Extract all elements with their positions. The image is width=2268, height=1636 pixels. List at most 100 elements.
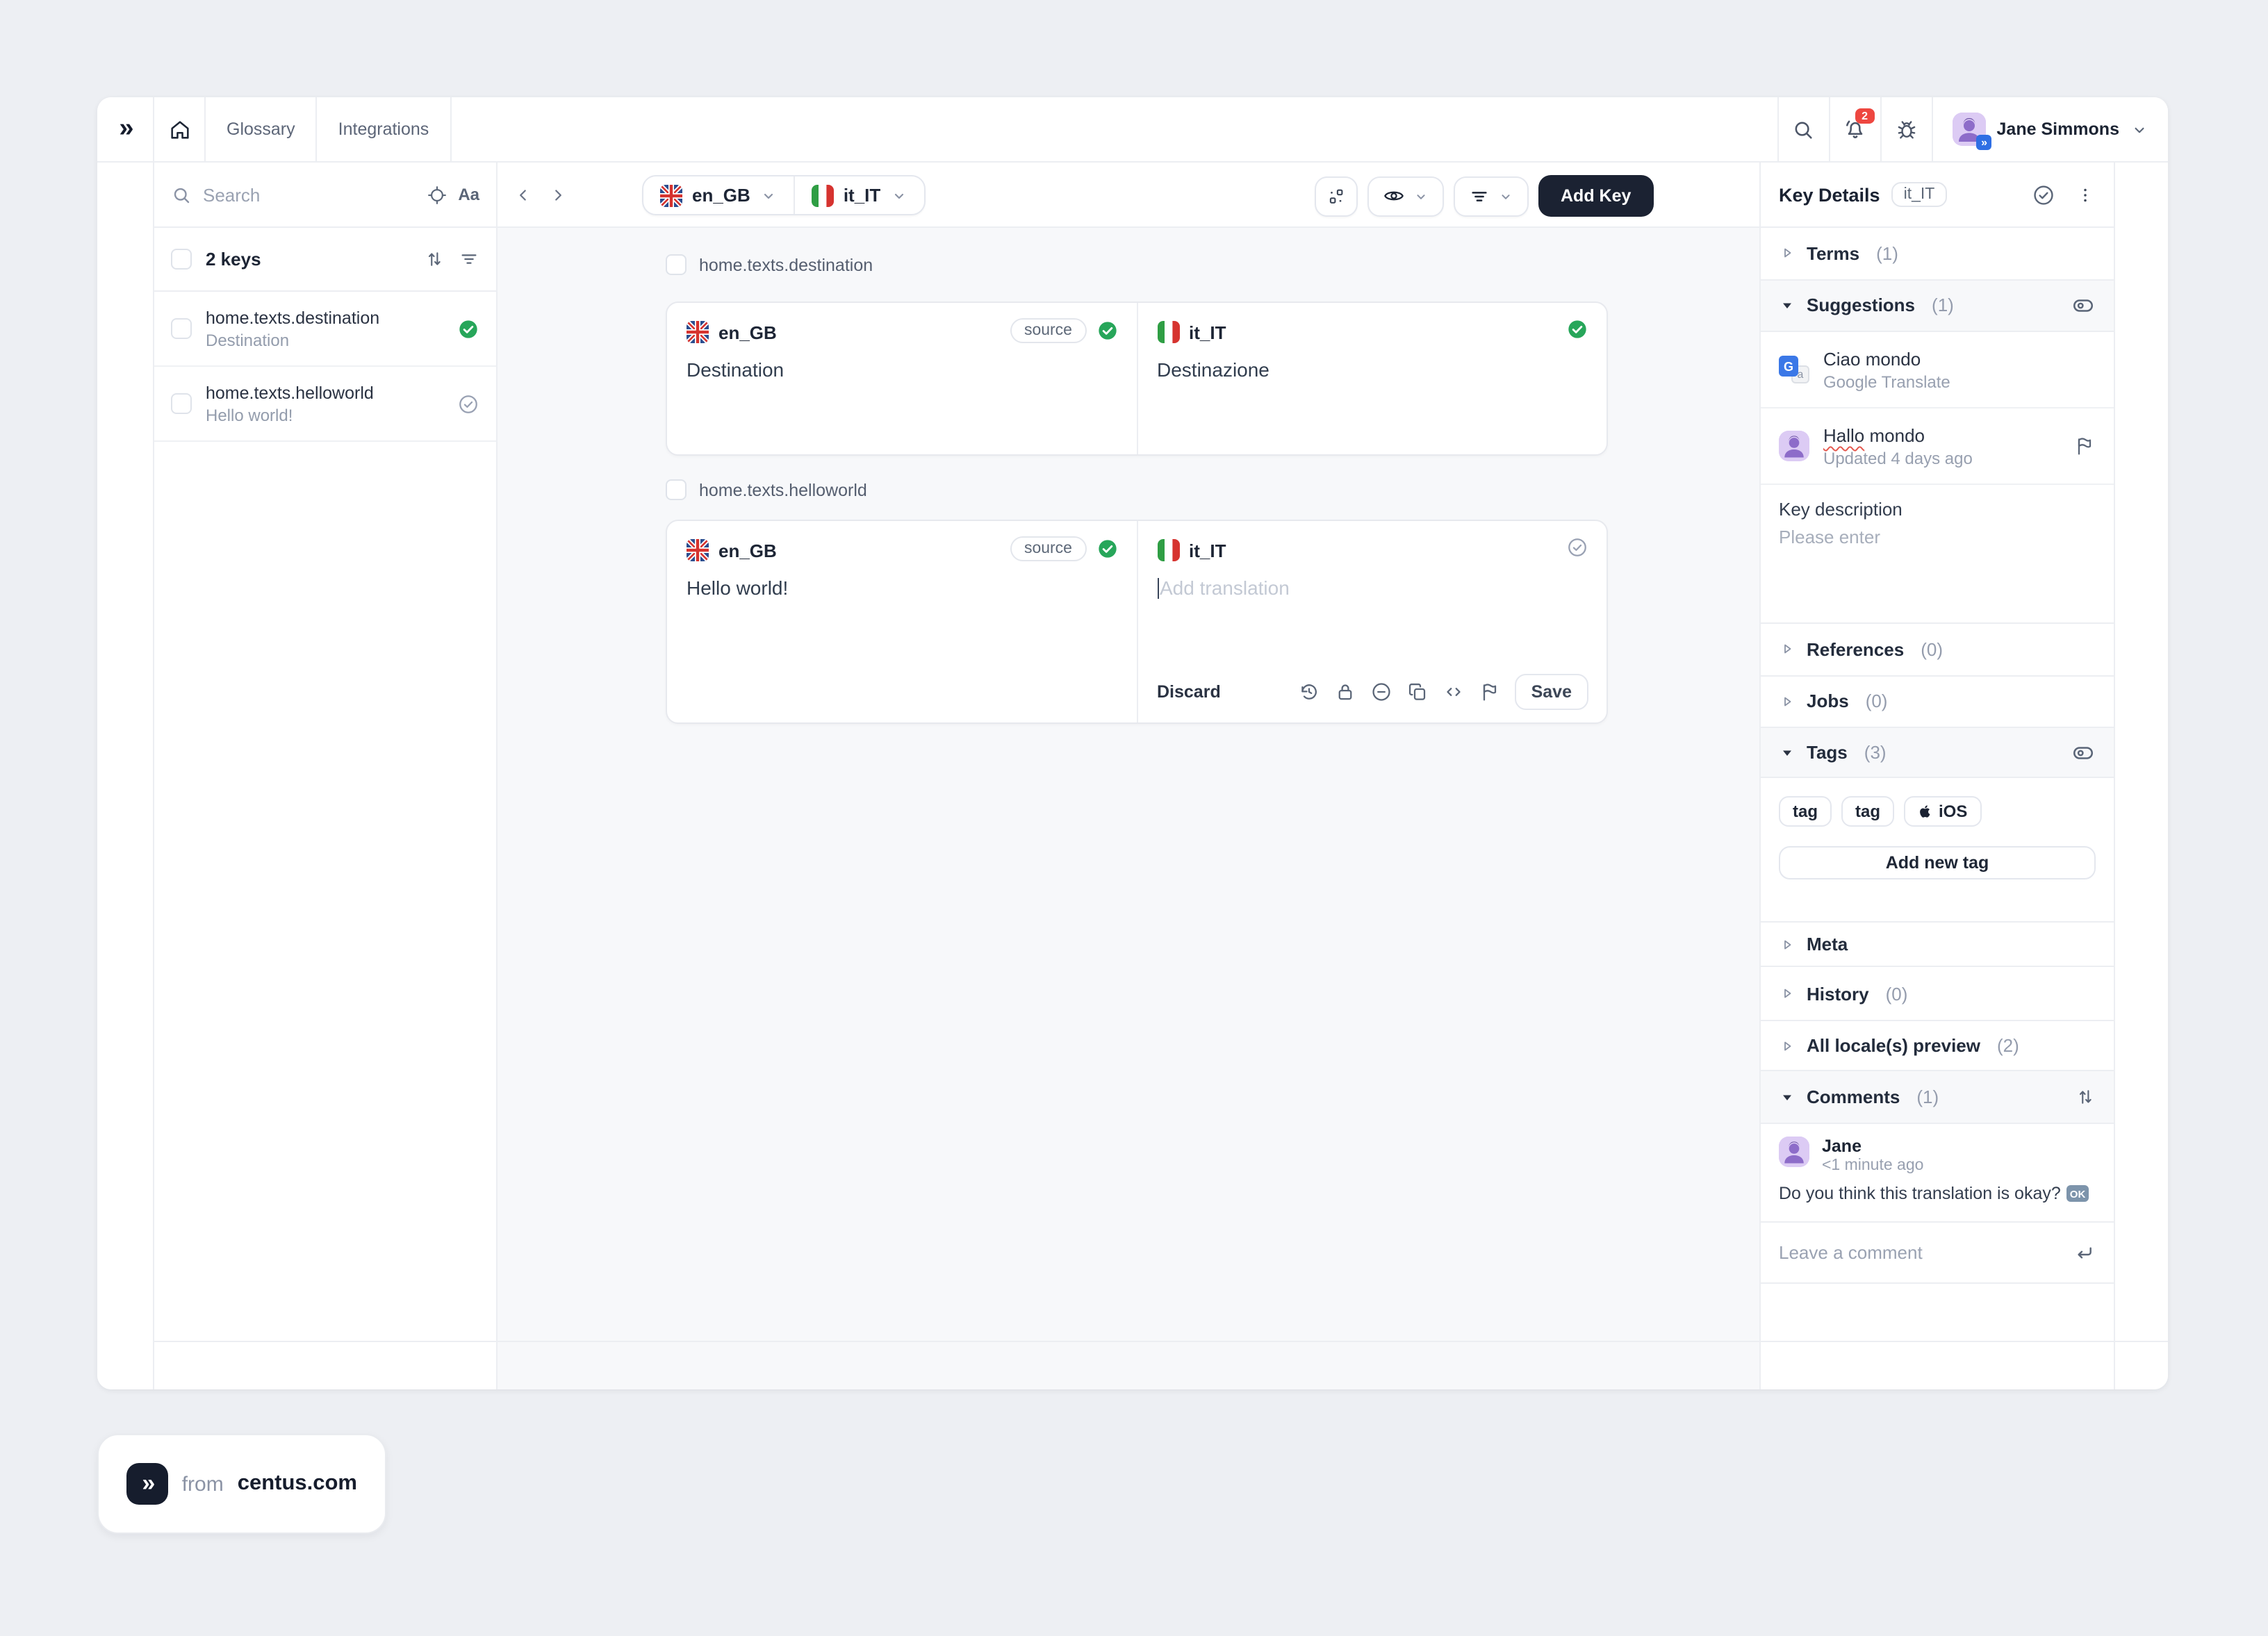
comment-text-body: Do you think this translation is okay? xyxy=(1779,1184,2061,1203)
approved-check-icon[interactable] xyxy=(1096,320,1118,342)
crosshair-icon[interactable] xyxy=(426,184,447,205)
section-label: Terms xyxy=(1807,242,1860,264)
comment-input[interactable]: Leave a comment xyxy=(1779,1242,1923,1263)
app-logo[interactable]: » xyxy=(97,97,154,161)
filter-icon[interactable] xyxy=(459,249,479,270)
unapproved-check-icon[interactable] xyxy=(1566,536,1588,559)
key-group-label: home.texts.destination xyxy=(699,255,873,274)
sort-icon[interactable] xyxy=(2075,1086,2096,1107)
section-count: (2) xyxy=(1997,1035,2019,1056)
section-locales-preview[interactable]: All locale(s) preview (2) xyxy=(1761,1021,2114,1071)
add-new-tag-button[interactable]: Add new tag xyxy=(1779,846,2096,879)
ok-emoji: OK xyxy=(2066,1185,2089,1202)
search-icon xyxy=(174,187,190,203)
key-value: Destination xyxy=(206,330,290,349)
sort-icon[interactable] xyxy=(424,249,445,270)
profile-menu[interactable]: » Jane Simmons xyxy=(1931,97,2168,161)
section-terms[interactable]: Terms (1) xyxy=(1761,228,2114,280)
section-meta[interactable]: Meta xyxy=(1761,923,2114,967)
avatar xyxy=(1779,1137,1809,1167)
flag-it-it-icon xyxy=(811,184,834,206)
key-checkbox[interactable] xyxy=(171,393,192,414)
home-button[interactable] xyxy=(154,97,206,161)
save-button[interactable]: Save xyxy=(1514,674,1588,710)
flag-icon[interactable] xyxy=(1479,681,1501,703)
key-details-panel: Key Details it_IT Terms (1) Suggestions (1… xyxy=(1759,163,2114,1389)
tab-glossary[interactable]: Glossary xyxy=(206,97,318,161)
visibility-dropdown[interactable] xyxy=(1367,176,1444,216)
tag-chip[interactable]: tag xyxy=(1841,796,1894,827)
key-list-item[interactable]: home.texts.destination Destination xyxy=(154,292,496,367)
key-group-checkbox[interactable] xyxy=(666,479,687,500)
translation-input[interactable]: Add translation xyxy=(1157,577,1587,599)
return-icon[interactable] xyxy=(2073,1241,2096,1264)
filter-dropdown[interactable] xyxy=(1454,176,1529,216)
section-references[interactable]: References (0) xyxy=(1761,624,2114,676)
keys-sidebar: Aa 2 keys home.texts.destination Destina… xyxy=(154,163,498,1389)
source-cell[interactable]: en_GB source Destination xyxy=(667,303,1136,454)
case-sensitivity-icon[interactable]: Aa xyxy=(458,185,479,204)
tab-integrations[interactable]: Integrations xyxy=(318,97,452,161)
source-locale-select[interactable]: en_GB xyxy=(643,176,794,214)
flag-icon[interactable] xyxy=(2073,435,2096,457)
branding-badge[interactable]: » from centus.com xyxy=(97,1434,386,1534)
add-key-button[interactable]: Add Key xyxy=(1538,175,1654,217)
section-history[interactable]: History (0) xyxy=(1761,967,2114,1021)
editor-footer: Discard Save xyxy=(1157,674,1588,710)
target-locale-select[interactable]: it_IT xyxy=(793,176,923,214)
key-group-header: home.texts.helloworld xyxy=(666,479,867,500)
misspelled-word: Hallo xyxy=(1823,424,1865,445)
section-jobs[interactable]: Jobs (0) xyxy=(1761,676,2114,728)
suggestion-item[interactable]: Hallo mondo Updated 4 days ago xyxy=(1761,408,2114,485)
left-rail xyxy=(97,163,154,1389)
section-suggestions[interactable]: Suggestions (1) xyxy=(1761,280,2114,332)
kebab-menu-icon[interactable] xyxy=(2075,184,2096,205)
exclude-icon[interactable] xyxy=(1370,681,1392,703)
key-list-item[interactable]: home.texts.helloworld Hello world! xyxy=(154,367,496,442)
toggle-icon[interactable] xyxy=(2071,740,2096,765)
branding-domain: centus.com xyxy=(237,1471,357,1495)
debug-button[interactable] xyxy=(1880,97,1932,161)
key-checkbox[interactable] xyxy=(171,318,192,339)
google-translate-icon: a G xyxy=(1779,354,1809,385)
select-all-checkbox[interactable] xyxy=(171,249,192,270)
section-label: Comments xyxy=(1807,1086,1900,1107)
copy-icon[interactable] xyxy=(1406,681,1429,703)
approved-check-icon[interactable] xyxy=(1096,538,1118,560)
tag-label: iOS xyxy=(1939,802,1968,821)
source-cell[interactable]: en_GB source Hello world! xyxy=(667,521,1136,722)
global-search-button[interactable] xyxy=(1777,97,1829,161)
triangle-down-icon xyxy=(1783,303,1791,308)
bell-icon xyxy=(1846,120,1862,138)
discard-button[interactable]: Discard xyxy=(1157,682,1221,702)
history-icon[interactable] xyxy=(1298,681,1320,703)
search-input[interactable] xyxy=(203,184,416,205)
notifications-button[interactable]: 2 xyxy=(1828,97,1880,161)
avatar xyxy=(1779,431,1809,461)
toggle-icon[interactable] xyxy=(2071,293,2096,318)
section-label: Tags xyxy=(1807,742,1848,763)
distribute-view-button[interactable] xyxy=(1315,176,1358,216)
key-description-block[interactable]: Key description Please enter xyxy=(1761,485,2114,624)
key-name: home.texts.helloworld xyxy=(206,383,374,402)
lock-icon[interactable] xyxy=(1334,681,1356,703)
target-editor-cell[interactable]: it_IT Add translation Discard xyxy=(1136,521,1606,722)
next-key-button[interactable] xyxy=(549,186,567,204)
key-group-checkbox[interactable] xyxy=(666,254,687,275)
suggestion-updated: Updated 4 days ago xyxy=(1823,448,1973,468)
section-comments[interactable]: Comments (1) xyxy=(1761,1071,2114,1124)
approved-check-icon[interactable] xyxy=(1566,318,1588,340)
target-cell[interactable]: it_IT Destinazione xyxy=(1136,303,1606,454)
key-name: home.texts.destination xyxy=(206,308,380,327)
chevron-down-icon xyxy=(2135,126,2144,133)
section-tags[interactable]: Tags (3) xyxy=(1761,728,2114,778)
approve-check-icon[interactable] xyxy=(2032,183,2055,206)
tag-chip[interactable]: tag xyxy=(1779,796,1832,827)
home-icon xyxy=(170,120,188,138)
section-label: References xyxy=(1807,638,1905,660)
prev-key-button[interactable] xyxy=(514,186,532,204)
tag-chip-ios[interactable]: iOS xyxy=(1904,796,1982,827)
suggestion-item[interactable]: a G Ciao mondo Google Translate xyxy=(1761,332,2114,408)
chevron-down-icon xyxy=(1502,194,1510,199)
code-icon[interactable] xyxy=(1443,681,1465,703)
